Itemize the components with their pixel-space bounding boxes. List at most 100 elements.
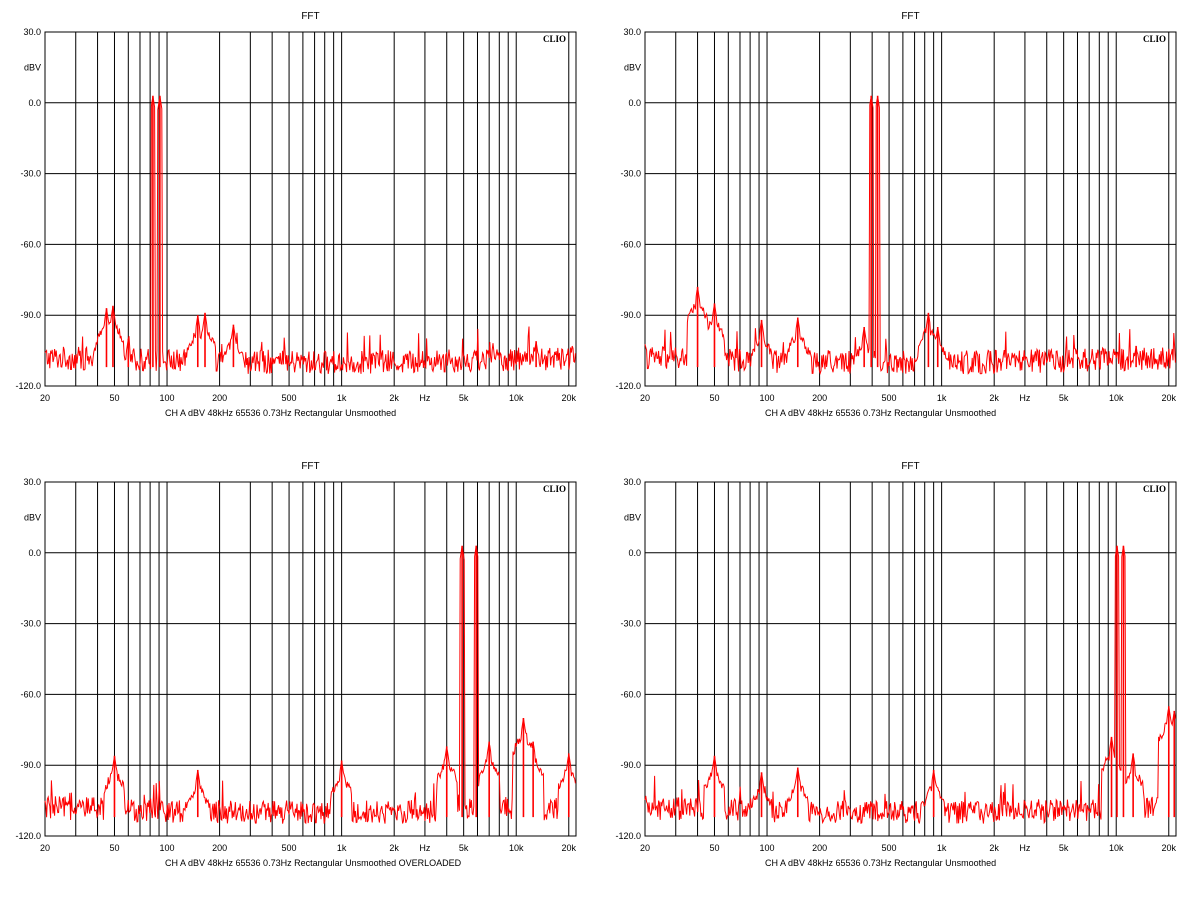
x-tick-label: 2k bbox=[989, 393, 999, 403]
y-tick-label: -30.0 bbox=[20, 169, 41, 179]
x-tick-label: 5k bbox=[459, 843, 469, 853]
y-tick-label: 0.0 bbox=[28, 548, 41, 558]
x-tick-label: 5k bbox=[459, 393, 469, 403]
x-axis-unit: Hz bbox=[1019, 843, 1030, 853]
plot-frame bbox=[44, 31, 577, 387]
x-tick-label: 200 bbox=[812, 393, 827, 403]
x-tick-label: 2k bbox=[389, 843, 399, 853]
x-tick-label: 20k bbox=[1162, 393, 1177, 403]
fft-chart-2: FFT 30.0 0.0 -30.0 -60.0 -90.0 -120.0 dBV 20 50 10… bbox=[615, 11, 1177, 418]
chart-title: FFT bbox=[901, 461, 919, 472]
y-tick-label: -30.0 bbox=[620, 169, 641, 179]
x-tick-label: 2k bbox=[989, 843, 999, 853]
y-tick-label: -30.0 bbox=[620, 619, 641, 629]
y-tick-label: 30.0 bbox=[623, 27, 641, 37]
fft-panel-top-left: FFT 30.0 0.0 -30.0 -60.0 -90.0 -120.0 dBV 20 50 10… bbox=[0, 0, 600, 450]
x-tick-label: 1k bbox=[337, 393, 347, 403]
x-tick-label: 5k bbox=[1059, 843, 1069, 853]
spectrum-trace bbox=[644, 545, 1176, 825]
x-tick-label: 500 bbox=[882, 393, 897, 403]
x-axis-unit: Hz bbox=[419, 393, 430, 403]
fft-panel-top-right: FFT 30.0 0.0 -30.0 -60.0 -90.0 -120.0 dBV 20 50 10… bbox=[600, 0, 1200, 450]
clio-logo: CLIO bbox=[543, 484, 566, 494]
y-tick-label: -120.0 bbox=[15, 831, 41, 841]
x-tick-label: 1k bbox=[937, 843, 947, 853]
clio-logo: CLIO bbox=[1143, 484, 1166, 494]
spectrum-trace bbox=[44, 545, 576, 825]
y-tick-label: 30.0 bbox=[623, 477, 641, 487]
y-tick-label: 30.0 bbox=[23, 27, 41, 37]
y-axis-unit: dBV bbox=[624, 512, 641, 522]
y-axis-unit: dBV bbox=[24, 62, 41, 72]
y-tick-label: -60.0 bbox=[20, 239, 41, 249]
x-tick-label: 1k bbox=[937, 393, 947, 403]
x-tick-label: 20 bbox=[40, 393, 50, 403]
x-tick-label: 20 bbox=[640, 843, 650, 853]
y-tick-label: -120.0 bbox=[615, 381, 641, 391]
x-tick-label: 10k bbox=[509, 843, 524, 853]
status-line: CH A dBV 48kHz 65536 0.73Hz Rectangular … bbox=[765, 408, 996, 418]
y-tick-label: -90.0 bbox=[620, 760, 641, 770]
y-axis-unit: dBV bbox=[24, 512, 41, 522]
x-tick-label: 20k bbox=[562, 393, 577, 403]
chart-title: FFT bbox=[301, 461, 319, 472]
x-tick-label: 100 bbox=[760, 843, 775, 853]
x-tick-label: 100 bbox=[160, 393, 175, 403]
chart-title: FFT bbox=[901, 11, 919, 22]
x-tick-label: 500 bbox=[282, 843, 297, 853]
x-tick-label: 10k bbox=[509, 393, 524, 403]
y-axis-unit: dBV bbox=[624, 62, 641, 72]
x-tick-label: 50 bbox=[709, 843, 719, 853]
x-tick-label: 50 bbox=[109, 393, 119, 403]
x-tick-label: 200 bbox=[812, 843, 827, 853]
status-line: CH A dBV 48kHz 65536 0.73Hz Rectangular … bbox=[165, 408, 396, 418]
y-tick-label: -90.0 bbox=[620, 310, 641, 320]
x-tick-label: 5k bbox=[1059, 393, 1069, 403]
x-tick-label: 50 bbox=[109, 843, 119, 853]
y-tick-label: 0.0 bbox=[28, 98, 41, 108]
x-tick-label: 20 bbox=[40, 843, 50, 853]
y-tick-label: -60.0 bbox=[20, 689, 41, 699]
x-tick-label: 50 bbox=[709, 393, 719, 403]
fft-chart-1: FFT 30.0 0.0 -30.0 -60.0 -90.0 -120.0 dBV 20 50 10… bbox=[15, 11, 577, 418]
x-axis-unit: Hz bbox=[1019, 393, 1030, 403]
plot-frame bbox=[644, 481, 1177, 837]
x-tick-label: 1k bbox=[337, 843, 347, 853]
y-tick-label: -60.0 bbox=[620, 689, 641, 699]
x-tick-label: 20 bbox=[640, 393, 650, 403]
y-tick-label: 30.0 bbox=[23, 477, 41, 487]
plot-frame bbox=[44, 481, 577, 837]
y-tick-label: 0.0 bbox=[628, 548, 641, 558]
chart-title: FFT bbox=[301, 11, 319, 22]
y-tick-label: -90.0 bbox=[20, 760, 41, 770]
y-tick-label: -90.0 bbox=[20, 310, 41, 320]
plot-frame bbox=[644, 31, 1177, 387]
spectrum-trace bbox=[44, 96, 576, 375]
x-tick-label: 20k bbox=[562, 843, 577, 853]
x-tick-label: 2k bbox=[389, 393, 399, 403]
clio-logo: CLIO bbox=[543, 34, 566, 44]
x-tick-label: 500 bbox=[882, 843, 897, 853]
x-tick-label: 10k bbox=[1109, 843, 1124, 853]
x-tick-label: 20k bbox=[1162, 843, 1177, 853]
x-tick-label: 100 bbox=[760, 393, 775, 403]
x-tick-label: 200 bbox=[212, 843, 227, 853]
fft-panel-bottom-left: FFT 30.0 0.0 -30.0 -60.0 -90.0 -120.0 dBV 20 50 10… bbox=[0, 450, 600, 900]
fft-chart-4: FFT 30.0 0.0 -30.0 -60.0 -90.0 -120.0 dBV 20 50 10… bbox=[615, 461, 1177, 868]
y-tick-label: -30.0 bbox=[20, 619, 41, 629]
clio-logo: CLIO bbox=[1143, 34, 1166, 44]
y-tick-label: 0.0 bbox=[628, 98, 641, 108]
y-tick-label: -60.0 bbox=[620, 239, 641, 249]
y-tick-label: -120.0 bbox=[15, 381, 41, 391]
x-tick-label: 10k bbox=[1109, 393, 1124, 403]
x-axis-unit: Hz bbox=[419, 843, 430, 853]
y-tick-label: -120.0 bbox=[615, 831, 641, 841]
status-line: CH A dBV 48kHz 65536 0.73Hz Rectangular … bbox=[165, 858, 462, 868]
fft-chart-3: FFT 30.0 0.0 -30.0 -60.0 -90.0 -120.0 dBV 20 50 10… bbox=[15, 461, 577, 868]
x-tick-label: 500 bbox=[282, 393, 297, 403]
status-line: CH A dBV 48kHz 65536 0.73Hz Rectangular … bbox=[765, 858, 996, 868]
x-tick-label: 100 bbox=[160, 843, 175, 853]
x-tick-label: 200 bbox=[212, 393, 227, 403]
spectrum-trace bbox=[644, 96, 1176, 375]
fft-panel-bottom-right: FFT 30.0 0.0 -30.0 -60.0 -90.0 -120.0 dBV 20 50 10… bbox=[600, 450, 1200, 900]
